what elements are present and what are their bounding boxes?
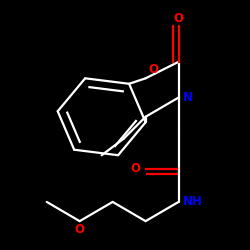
Text: O: O	[130, 162, 140, 175]
Text: O: O	[174, 12, 184, 25]
Text: N: N	[183, 91, 193, 104]
Text: NH: NH	[183, 196, 203, 208]
Text: O: O	[75, 222, 85, 235]
Text: O: O	[148, 62, 158, 76]
